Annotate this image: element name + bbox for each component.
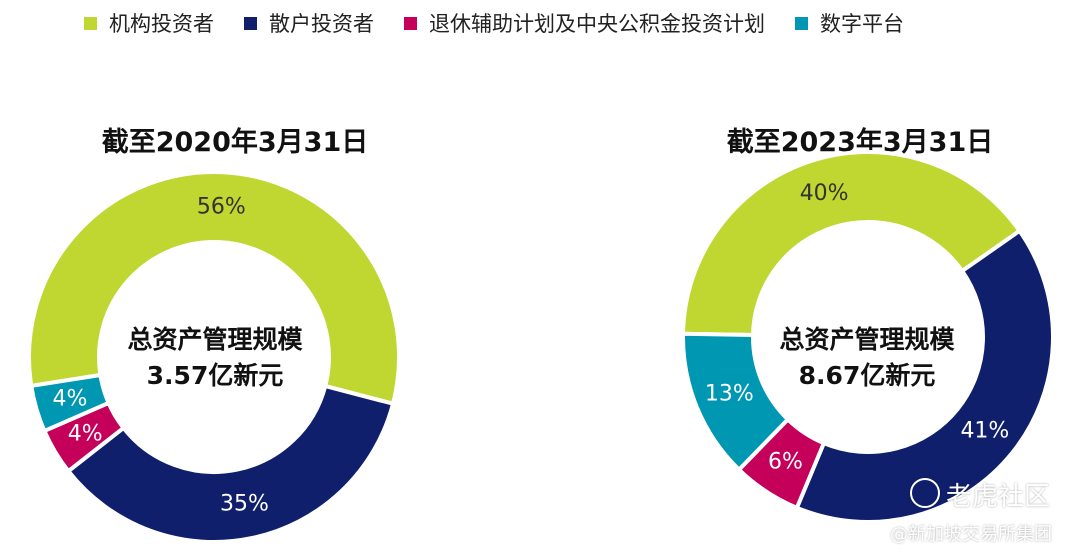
legend-item-retail: 散户投资者 bbox=[244, 8, 374, 38]
watermark-logo-icon bbox=[910, 478, 940, 508]
slice-label-retail: 35% bbox=[220, 491, 269, 516]
center-label-value: 8.67亿新元 bbox=[798, 361, 936, 390]
center-label-2020: 总资产管理规模 3.57亿新元 bbox=[100, 322, 330, 394]
donut-slice-retail bbox=[794, 228, 1055, 524]
donut-slice-digital bbox=[28, 372, 112, 434]
slice-label-digital: 13% bbox=[705, 382, 754, 407]
legend-item-srs-cpf: 退休辅助计划及中央公积金投资计划 bbox=[404, 8, 765, 38]
legend-label: 散户投资者 bbox=[269, 12, 374, 36]
slice-label-srs-cpf: 4% bbox=[68, 421, 103, 446]
donut-slice-institutional bbox=[680, 150, 1023, 338]
watermark-subtext: @新加坡交易所集团 bbox=[890, 524, 1052, 545]
slice-label-srs-cpf: 6% bbox=[768, 450, 803, 475]
chart-title-2020: 截至2020年3月31日 bbox=[101, 127, 369, 158]
center-label-2023: 总资产管理规模 8.67亿新元 bbox=[752, 322, 982, 394]
legend: 机构投资者 散户投资者 退休辅助计划及中央公积金投资计划 数字平台 bbox=[84, 8, 904, 38]
legend-label: 数字平台 bbox=[820, 12, 904, 36]
watermark-text: 老虎社区 bbox=[946, 482, 1051, 512]
legend-label: 机构投资者 bbox=[109, 12, 214, 36]
legend-swatch bbox=[84, 16, 97, 30]
slice-label-retail: 41% bbox=[960, 418, 1009, 443]
donut-slice-digital bbox=[681, 331, 791, 473]
legend-swatch bbox=[795, 16, 808, 30]
donut-slice-retail bbox=[65, 383, 396, 544]
donut-slice-institutional bbox=[27, 170, 401, 407]
slice-label-institutional: 56% bbox=[197, 195, 246, 220]
legend-swatch bbox=[404, 16, 417, 30]
center-label-title: 总资产管理规模 bbox=[127, 325, 303, 354]
legend-item-digital: 数字平台 bbox=[795, 8, 904, 38]
center-label-title: 总资产管理规模 bbox=[779, 325, 955, 354]
center-label-value: 3.57亿新元 bbox=[146, 361, 284, 390]
legend-item-institutional: 机构投资者 bbox=[84, 8, 214, 38]
slice-label-institutional: 40% bbox=[800, 181, 849, 206]
slice-label-digital: 4% bbox=[53, 387, 88, 412]
legend-label: 退休辅助计划及中央公积金投资计划 bbox=[429, 12, 765, 36]
legend-swatch bbox=[244, 16, 257, 30]
